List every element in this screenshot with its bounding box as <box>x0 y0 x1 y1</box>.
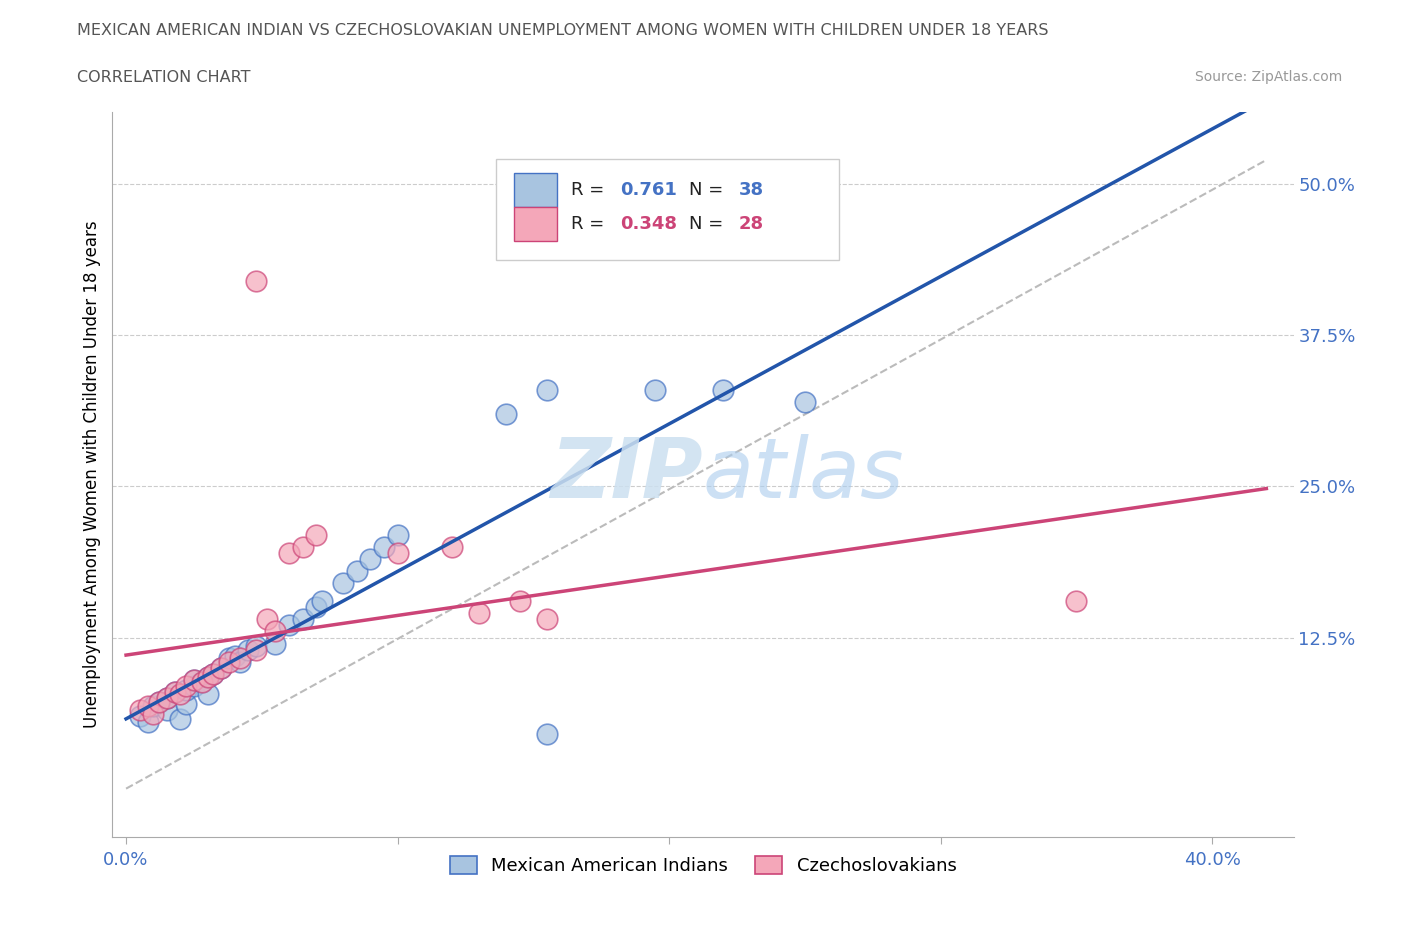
Point <box>218 655 240 670</box>
Point <box>148 694 170 709</box>
Point <box>1066 594 1088 609</box>
Text: N =: N = <box>689 181 728 199</box>
Point <box>278 545 301 560</box>
Point <box>156 691 179 706</box>
Point <box>197 687 219 702</box>
Point <box>373 539 395 554</box>
Point <box>711 382 734 397</box>
Text: R =: R = <box>571 181 610 199</box>
Point <box>332 576 354 591</box>
Point <box>305 527 328 542</box>
Point <box>209 660 232 675</box>
Point <box>191 675 214 690</box>
Point <box>256 612 278 627</box>
Point <box>169 687 191 702</box>
Point <box>346 564 368 578</box>
Point <box>245 273 267 288</box>
Point <box>191 675 214 690</box>
Point <box>163 684 186 699</box>
Point <box>169 711 191 726</box>
Point <box>495 406 517 421</box>
Point <box>793 394 815 409</box>
Point <box>305 600 328 615</box>
Point <box>197 670 219 684</box>
Legend: Mexican American Indians, Czechoslovakians: Mexican American Indians, Czechoslovakia… <box>443 848 963 883</box>
Point <box>136 715 159 730</box>
Point <box>536 382 558 397</box>
Point <box>509 594 531 609</box>
Point <box>209 660 232 675</box>
Point <box>278 618 301 633</box>
Point <box>291 612 314 627</box>
Point <box>536 612 558 627</box>
Point <box>128 709 150 724</box>
Point <box>229 655 252 670</box>
Point <box>245 643 267 658</box>
Text: MEXICAN AMERICAN INDIAN VS CZECHOSLOVAKIAN UNEMPLOYMENT AMONG WOMEN WITH CHILDRE: MEXICAN AMERICAN INDIAN VS CZECHOSLOVAKI… <box>77 23 1049 38</box>
Point <box>183 672 205 687</box>
Point <box>201 667 224 682</box>
FancyBboxPatch shape <box>515 207 557 241</box>
Point <box>201 667 224 682</box>
Point <box>264 636 287 651</box>
FancyBboxPatch shape <box>496 159 839 260</box>
Text: R =: R = <box>571 215 610 233</box>
Point <box>142 706 165 721</box>
Point <box>245 639 267 654</box>
Point <box>224 648 246 663</box>
Point <box>174 679 197 694</box>
Point <box>183 679 205 694</box>
Point <box>311 594 333 609</box>
Text: Source: ZipAtlas.com: Source: ZipAtlas.com <box>1195 70 1343 84</box>
Point <box>128 703 150 718</box>
Point <box>359 551 381 566</box>
Point <box>163 684 186 699</box>
Point <box>387 527 409 542</box>
Point <box>218 651 240 666</box>
Point <box>264 624 287 639</box>
Text: ZIP: ZIP <box>550 433 703 515</box>
Point <box>197 670 219 684</box>
Y-axis label: Unemployment Among Women with Children Under 18 years: Unemployment Among Women with Children U… <box>83 220 101 728</box>
Point <box>291 539 314 554</box>
Point <box>148 694 170 709</box>
Point <box>229 651 252 666</box>
FancyBboxPatch shape <box>515 173 557 206</box>
Text: N =: N = <box>689 215 728 233</box>
Point <box>174 682 197 697</box>
Point <box>387 545 409 560</box>
Point <box>136 699 159 714</box>
Point <box>183 672 205 687</box>
Point <box>468 606 491 621</box>
Text: 0.348: 0.348 <box>620 215 678 233</box>
Text: 38: 38 <box>738 181 763 199</box>
Text: 0.761: 0.761 <box>620 181 678 199</box>
Point <box>536 727 558 742</box>
Point <box>174 697 197 711</box>
Point <box>156 691 179 706</box>
Text: atlas: atlas <box>703 433 904 515</box>
Text: 28: 28 <box>738 215 763 233</box>
Point <box>142 699 165 714</box>
Point <box>238 643 260 658</box>
Point <box>156 703 179 718</box>
Text: CORRELATION CHART: CORRELATION CHART <box>77 70 250 85</box>
Point <box>644 382 666 397</box>
Point <box>440 539 463 554</box>
